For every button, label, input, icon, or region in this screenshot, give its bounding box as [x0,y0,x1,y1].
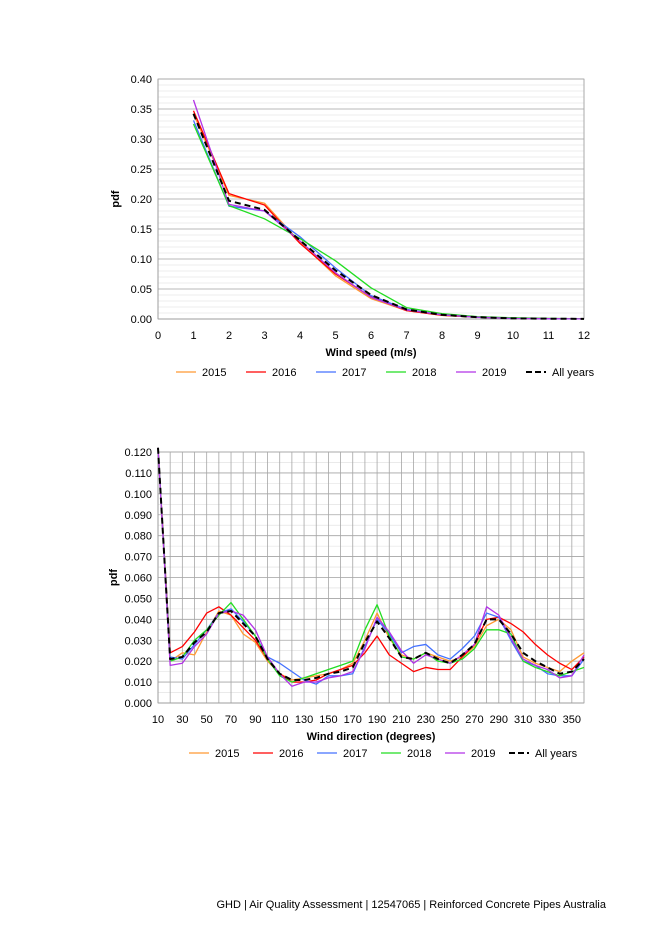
dir-legend-label: 2016 [279,748,303,760]
dir-y-tick-label: 0.060 [124,573,152,585]
speed-x-tick-label: 7 [403,330,409,342]
dir-y-tick-label: 0.040 [124,614,152,626]
speed-legend-label: 2016 [272,367,296,379]
dir-y-tick-label: 0.120 [124,447,152,459]
dir-y-tick-label: 0.050 [124,593,152,605]
dir-x-tick-label: 70 [225,714,237,726]
speed-y-tick-label: 0.15 [131,224,152,236]
speed-y-tick-label: 0.20 [131,194,152,206]
dir-legend-label: All years [535,748,578,760]
dir-y-tick-label: 0.090 [124,510,152,522]
dir-x-tick-label: 350 [563,714,581,726]
speed-y-tick-label: 0.10 [131,254,152,266]
dir-legend-label: 2015 [215,748,239,760]
speed-y-tick-label: 0.00 [131,314,152,326]
dir-x-tick-label: 90 [249,714,261,726]
speed-x-tick-label: 5 [332,330,338,342]
dir-legend-label: 2018 [407,748,431,760]
dir-y-axis-title: pdf [108,569,120,586]
speed-legend-label: 2017 [342,367,366,379]
dir-y-tick-label: 0.070 [124,552,152,564]
dir-plot-border [157,451,585,704]
wind-speed-chart: 0.000.050.100.150.200.250.300.350.400 1 2 3… [110,74,595,379]
dir-series-2016 [157,447,585,683]
speed-legend-label: 2018 [412,367,436,379]
dir-x-tick-label: 330 [538,714,556,726]
speed-x-tick-label: 3 [261,330,267,342]
dir-y-tick-label: 0.080 [124,531,152,543]
speed-x-axis-title: Wind speed (m/s) [326,347,417,359]
wind-direction-chart: 0.000 0.010 0.020 0.030 0.040 0.050 0.060 0.070… [108,447,585,760]
dir-y-tick-label: 0.010 [124,677,152,689]
speed-legend-label: 2019 [482,367,506,379]
speed-y-axis-title: pdf [110,190,122,207]
dir-x-axis-title: Wind direction (degrees) [307,731,436,743]
dir-x-tick-label: 230 [417,714,435,726]
speed-series-2019 [192,99,585,320]
speed-y-tick-label: 0.35 [131,104,152,116]
dir-legend-label: 2019 [471,748,495,760]
speed-y-tick-label: 0.40 [131,74,152,86]
dir-x-tick-label: 270 [465,714,483,726]
page-footer: GHD | Air Quality Assessment | 12547065 … [216,899,607,911]
dir-x-tick-label: 10 [152,714,164,726]
speed-x-tick-label: 2 [226,330,232,342]
dir-x-tick-label: 290 [490,714,508,726]
dir-y-tick-label: 0.100 [124,489,152,501]
dir-x-tick-label: 170 [344,714,362,726]
dir-legend-label: 2017 [343,748,367,760]
dir-y-tick-label: 0.020 [124,656,152,668]
speed-x-tick-label: 4 [297,330,303,342]
speed-x-tick-label: 9 [474,330,480,342]
dir-x-tick-label: 30 [176,714,188,726]
speed-series-all-years [192,113,585,320]
dir-y-tick-label: 0.110 [125,468,152,480]
speed-x-tick-label: 12 [578,330,590,342]
speed-legend-label: 2015 [202,367,226,379]
dir-x-tick-label: 150 [319,714,337,726]
speed-x-tick-label: 11 [543,330,554,342]
speed-x-tick-label: 8 [439,330,445,342]
speed-x-tick-label: 0 [155,330,161,342]
dir-x-tick-label: 210 [392,714,410,726]
dir-y-tick-label: 0.000 [124,698,152,710]
speed-x-tick-label: 1 [190,330,196,342]
speed-plot-border [157,78,585,320]
dir-x-tick-label: 250 [441,714,459,726]
speed-x-tick-label: 10 [507,330,519,342]
dir-x-tick-label: 310 [514,714,532,726]
speed-y-tick-label: 0.25 [131,164,152,176]
speed-y-tick-label: 0.05 [131,284,152,296]
speed-x-tick-label: 6 [368,330,374,342]
dir-x-tick-label: 50 [201,714,213,726]
dir-x-tick-label: 110 [271,714,289,726]
dir-x-tick-label: 130 [295,714,313,726]
dir-y-tick-label: 0.030 [124,635,152,647]
speed-legend-label: All years [552,367,595,379]
dir-x-tick-label: 190 [368,714,386,726]
speed-y-tick-label: 0.30 [131,134,152,146]
dir-series-all-years [157,447,585,681]
